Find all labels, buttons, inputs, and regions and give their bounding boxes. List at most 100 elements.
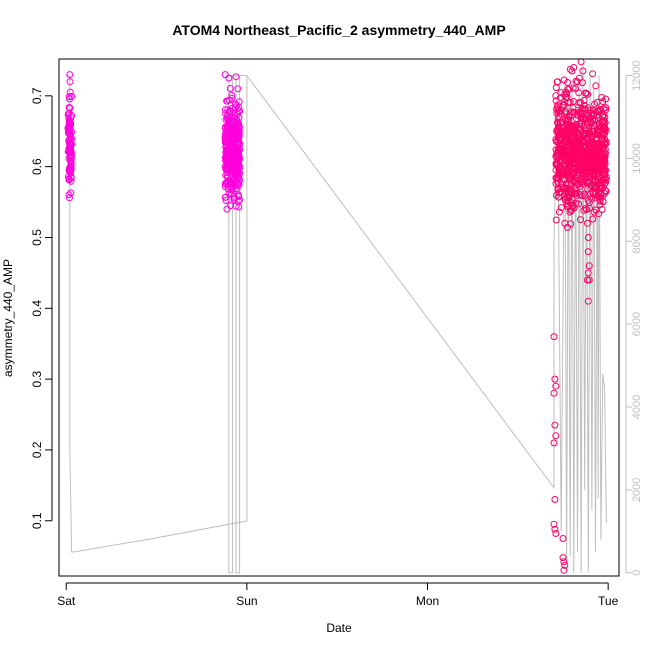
data-point — [601, 167, 609, 175]
data-point — [66, 88, 74, 96]
data-point — [552, 84, 560, 92]
data-point — [584, 177, 592, 185]
data-point — [222, 197, 230, 204]
data-point — [66, 117, 73, 125]
data-point — [586, 164, 594, 172]
data-point — [576, 183, 584, 191]
data-point — [574, 176, 582, 184]
data-point — [580, 146, 588, 154]
y-tick-label: 0.4 — [30, 300, 44, 317]
data-point — [223, 97, 231, 105]
data-point — [551, 496, 559, 503]
data-point — [570, 108, 578, 116]
data-point — [225, 144, 233, 152]
data-point — [65, 191, 73, 199]
data-point — [230, 129, 238, 137]
chart-title: ATOM4 Northeast_Pacific_2 asymmetry_440_… — [172, 22, 505, 38]
data-point — [599, 98, 607, 105]
y-tick-label: 0.2 — [30, 441, 44, 458]
data-point — [229, 178, 237, 186]
data-point — [552, 97, 560, 105]
data-point — [223, 205, 231, 213]
data-point — [577, 216, 584, 224]
data-point — [594, 107, 602, 115]
data-point — [66, 139, 74, 147]
data-point — [66, 194, 73, 202]
data-point — [234, 174, 242, 182]
data-point — [236, 107, 244, 115]
data-point — [552, 382, 560, 390]
data-point — [589, 188, 597, 196]
data-point — [556, 140, 564, 148]
data-point — [584, 234, 592, 241]
data-point — [587, 195, 595, 203]
data-point — [563, 138, 571, 145]
data-point — [581, 115, 589, 123]
data-point — [552, 432, 560, 440]
data-point — [232, 202, 240, 210]
data-point — [553, 126, 561, 134]
data-point — [225, 74, 233, 82]
data-point — [566, 65, 574, 73]
data-point — [599, 132, 607, 140]
data-point — [583, 219, 591, 227]
y2-tick-label: 4000 — [631, 395, 643, 419]
data-point — [65, 104, 73, 111]
data-point — [560, 76, 568, 84]
data-point — [228, 183, 236, 191]
data-point — [571, 189, 579, 197]
data-point — [575, 200, 583, 208]
data-point — [584, 150, 592, 158]
y-tick-label: 0.7 — [30, 87, 44, 104]
x-axis-label: Date — [326, 621, 352, 635]
data-point — [578, 192, 586, 200]
data-point — [221, 71, 229, 79]
data-point — [575, 133, 582, 141]
data-point — [226, 111, 234, 119]
data-point — [66, 157, 74, 165]
data-point — [576, 125, 584, 133]
data-point — [234, 148, 242, 156]
data-point — [557, 172, 565, 180]
data-point — [601, 123, 609, 131]
data-point — [221, 193, 229, 201]
data-point — [582, 89, 590, 97]
data-point — [222, 143, 230, 151]
data-point — [598, 94, 606, 101]
data-point — [561, 561, 569, 569]
data-point — [561, 219, 569, 227]
data-point — [572, 199, 580, 207]
data-point — [223, 154, 230, 162]
data-point — [222, 180, 230, 188]
data-point — [560, 566, 568, 574]
data-point — [564, 116, 572, 124]
data-point — [64, 125, 72, 133]
data-point — [593, 151, 601, 159]
data-point — [569, 104, 577, 112]
data-point — [558, 171, 566, 179]
data-point — [595, 210, 602, 218]
data-point — [601, 113, 609, 121]
x-tick-label: Sat — [57, 594, 76, 608]
y2-tick-label: 2000 — [631, 478, 643, 502]
data-point — [590, 112, 597, 120]
data-point — [561, 151, 569, 159]
y2-tick-label: 12000 — [631, 60, 643, 91]
data-point — [223, 166, 231, 174]
data-point — [551, 421, 559, 429]
data-point — [575, 74, 583, 82]
data-point — [585, 276, 593, 284]
data-point — [232, 73, 240, 81]
data-point — [570, 64, 578, 71]
data-point — [598, 135, 606, 143]
data-point — [554, 101, 562, 109]
data-point — [68, 152, 75, 160]
data-point — [66, 167, 74, 174]
data-point — [560, 558, 568, 566]
data-point — [552, 530, 560, 537]
data-point — [66, 71, 74, 79]
data-point — [565, 85, 573, 93]
data-point — [580, 101, 588, 109]
data-point — [550, 520, 558, 528]
